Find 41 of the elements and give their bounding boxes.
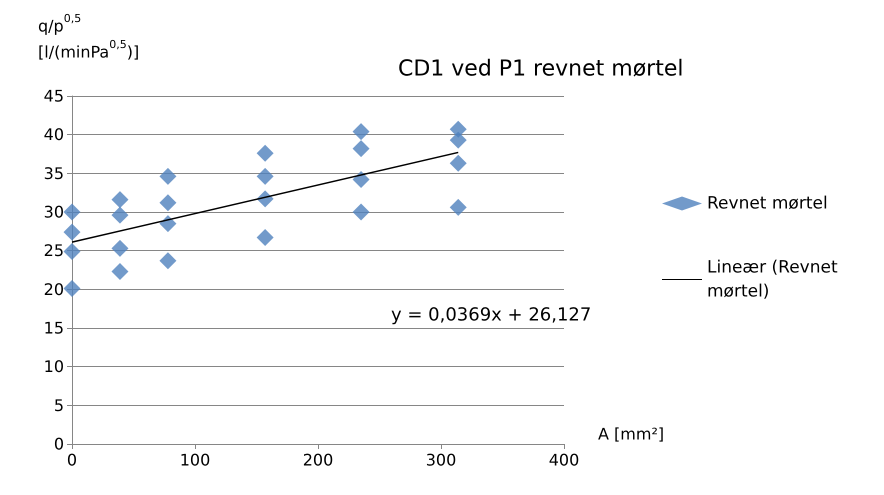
x-tick-label: 0 [66,450,78,470]
point [159,252,176,270]
point [111,263,128,280]
point [352,204,370,220]
point [64,280,80,298]
y-tick-label: 40 [44,125,64,144]
x-tick-label: 300 [426,450,456,470]
point [450,198,467,216]
legend-label: Revnet mørtel [707,194,828,214]
y-tick-label: 0 [54,434,64,454]
point [159,168,176,185]
point [111,240,128,257]
point [159,194,176,212]
point [64,242,80,260]
point [256,144,274,162]
x-tick-label: 100 [180,450,210,470]
point [450,132,467,149]
y-tick-label: 5 [54,396,64,415]
y-tick-label: 10 [44,357,64,376]
x-tick-label: 200 [302,450,334,470]
point [450,154,467,172]
point [256,229,274,246]
y-tick-label: 25 [44,241,64,260]
y-tick-label: 20 [44,280,64,299]
y-tick-label: 15 [44,318,64,338]
point [256,168,274,185]
y-tick-label: 45 [44,86,64,106]
legend-label: Lineær (Revnet mørtel) [707,258,844,302]
x-axis-title: A [mm²] [598,424,664,444]
point [352,123,370,140]
point [111,191,128,208]
y-tick-label: 35 [44,164,64,183]
point [111,206,128,224]
point [64,204,80,220]
point [64,224,80,241]
chart-title: CD1 ved P1 revnet mørtel [398,56,684,82]
point [352,140,370,158]
point [352,171,370,188]
annotation: y = 0,0369x + 26,127 [391,304,592,326]
x-tick-label: 400 [548,450,580,470]
y-tick-label: 30 [44,202,64,222]
